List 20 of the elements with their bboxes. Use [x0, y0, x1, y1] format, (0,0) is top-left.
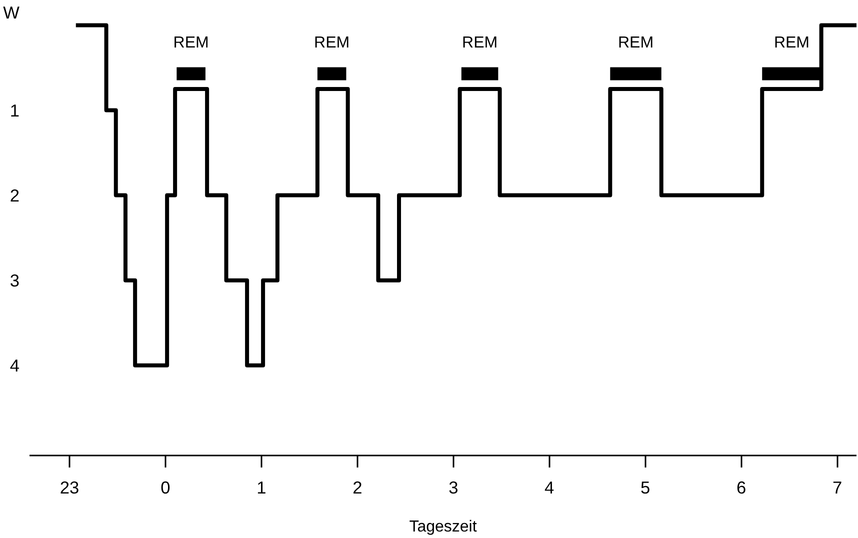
- y-tick-label: 3: [10, 270, 20, 290]
- x-tick-label: 5: [640, 478, 650, 498]
- y-tick-label: W: [3, 2, 20, 22]
- x-tick-label: 2: [352, 478, 362, 498]
- annotation: REM: [314, 34, 350, 52]
- y-tick-label: 2: [10, 185, 20, 206]
- x-tick-label: 23: [60, 478, 80, 498]
- y-tick-label: 1: [10, 100, 20, 120]
- x-tick-label: 7: [832, 478, 842, 498]
- x-tick-label: 0: [160, 478, 170, 498]
- x-tick-label: 1: [256, 478, 266, 498]
- x-axis-title: Tageszeit: [409, 518, 478, 536]
- annotation: REM: [774, 34, 810, 52]
- x-tick-label: 3: [448, 478, 458, 498]
- y-tick-label: 4: [10, 355, 20, 376]
- x-tick-label: 6: [736, 478, 746, 498]
- annotation: REM: [173, 34, 209, 52]
- x-tick-label: 4: [544, 478, 555, 498]
- annotation: REM: [618, 34, 654, 52]
- annotation: REM: [462, 34, 498, 52]
